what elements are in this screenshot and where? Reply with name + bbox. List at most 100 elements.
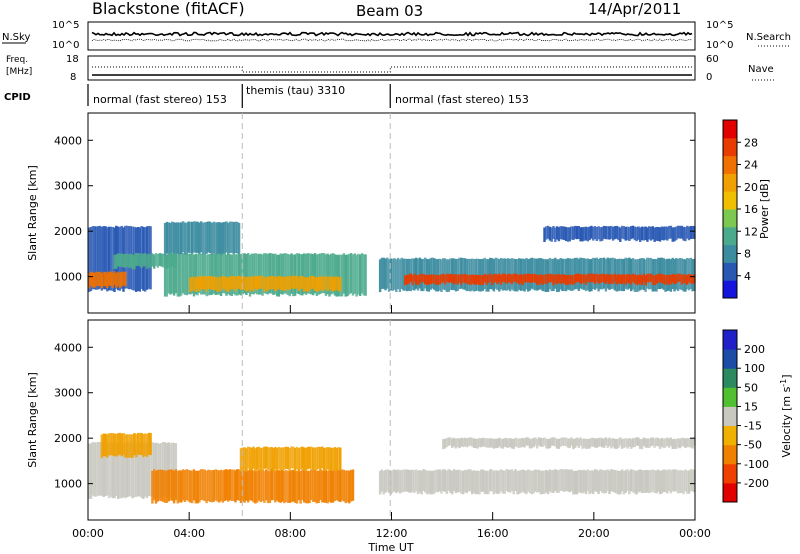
- scatter-cell: [523, 470, 526, 494]
- scatter-cell: [162, 470, 165, 502]
- scatter-cell: [125, 253, 129, 267]
- scatter-cell: [191, 470, 194, 504]
- scatter-cell: [384, 470, 387, 493]
- scatter-cell: [227, 469, 230, 502]
- scatter-cell: [116, 433, 120, 456]
- scatter-cell: [136, 442, 140, 497]
- scatter-cell: [588, 438, 591, 449]
- colorbar-swatch: [723, 191, 737, 210]
- scatter-cell: [490, 258, 494, 290]
- scatter-cell: [689, 438, 693, 448]
- scatter-cell: [469, 469, 472, 492]
- scatter-cell: [331, 253, 335, 294]
- scatter-cell: [429, 258, 432, 290]
- power-y-label: Slant Range [km]: [26, 165, 39, 261]
- scatter-cell: [113, 443, 116, 499]
- scatter-cell: [111, 443, 114, 499]
- x-tick-label: 00:00: [72, 527, 104, 540]
- scatter-cell: [167, 442, 170, 497]
- scatter-cell: [171, 221, 174, 253]
- colorbar-swatch: [723, 425, 737, 446]
- scatter-cell: [214, 222, 217, 255]
- scatter-cell: [581, 274, 584, 284]
- scatter-cell: [498, 437, 501, 447]
- scatter-cell: [425, 275, 429, 285]
- scatter-cell: [310, 253, 313, 295]
- scatter-cell: [147, 432, 151, 455]
- scatter-cell: [232, 469, 235, 501]
- scatter-cell: [167, 222, 170, 255]
- scatter-cell: [604, 274, 608, 285]
- cpid-label: CPID: [4, 92, 31, 103]
- scatter-cell: [666, 226, 669, 241]
- colorbar-swatch: [723, 120, 737, 139]
- scatter-cell: [162, 441, 165, 496]
- scatter-cell: [554, 257, 557, 289]
- scatter-cell: [550, 273, 553, 283]
- scatter-cell: [476, 438, 479, 449]
- scatter-cell: [443, 258, 447, 291]
- scatter-cell: [154, 470, 158, 504]
- scatter-cell: [209, 276, 212, 290]
- scatter-cell: [592, 273, 595, 283]
- scatter-cell: [109, 433, 113, 456]
- scatter-cell: [527, 437, 530, 446]
- scatter-cell: [270, 469, 273, 501]
- scatter-cell: [433, 470, 436, 494]
- scatter-cell: [185, 469, 189, 501]
- scatter-cell: [156, 469, 160, 502]
- scatter-cell: [265, 253, 268, 294]
- scatter-cell: [642, 470, 646, 493]
- scatter-cell: [310, 469, 313, 501]
- scatter-cell: [577, 226, 581, 239]
- scatter-cell: [107, 443, 111, 499]
- velocity-panel: 1000 2000 3000 4000 00:00 04:00 08:00 12:00 16:…: [26, 305, 711, 554]
- scatter-cell: [611, 438, 615, 447]
- scatter-cell: [178, 254, 181, 297]
- scatter-cell: [507, 438, 510, 448]
- scatter-cell: [572, 470, 575, 495]
- scatter-cell: [122, 442, 125, 498]
- scatter-cell: [257, 253, 261, 295]
- scatter-cell: [586, 227, 590, 242]
- scatter-cell: [489, 469, 492, 492]
- scatter-cell: [521, 275, 525, 286]
- scatter-cell: [649, 226, 653, 241]
- scatter-cell: [691, 438, 694, 449]
- scatter-cell: [122, 253, 125, 268]
- scatter-cell: [196, 275, 199, 289]
- scatter-cell: [557, 274, 561, 283]
- scatter-cell: [201, 222, 205, 255]
- scatter-cell: [597, 226, 600, 240]
- scatter-cell: [409, 273, 413, 282]
- scatter-cell: [138, 442, 142, 497]
- scatter-cell: [331, 470, 335, 503]
- scatter-cell: [510, 469, 514, 492]
- scatter-cell: [443, 274, 447, 285]
- scatter-cell: [606, 257, 609, 289]
- scatter-cell: [118, 272, 122, 288]
- scatter-cell: [389, 470, 393, 495]
- scatter-cell: [109, 442, 113, 497]
- scatter-cell: [666, 274, 669, 284]
- scatter-cell: [237, 253, 241, 295]
- scatter-cell: [263, 446, 266, 469]
- scatter-cell: [541, 258, 544, 291]
- scatter-cell: [622, 226, 626, 240]
- scatter-cell: [279, 253, 282, 294]
- scatter-cell: [274, 277, 277, 291]
- scatter-cell: [581, 470, 584, 494]
- scatter-cell: [270, 276, 273, 290]
- scatter-cell: [147, 253, 151, 268]
- y-tick-label: 2000: [54, 225, 82, 238]
- scatter-cell: [162, 253, 165, 268]
- scatter-cell: [608, 470, 611, 495]
- scatter-cell: [272, 254, 275, 295]
- scatter-cell: [606, 469, 609, 492]
- cpid-panel: CPID normal (fast stereo) 153 themis (ta…: [4, 84, 529, 108]
- scatter-cell: [642, 437, 646, 446]
- scatter-cell: [245, 254, 248, 295]
- scatter-cell: [682, 274, 685, 284]
- scatter-cell: [615, 274, 618, 285]
- scatter-cell: [171, 469, 174, 501]
